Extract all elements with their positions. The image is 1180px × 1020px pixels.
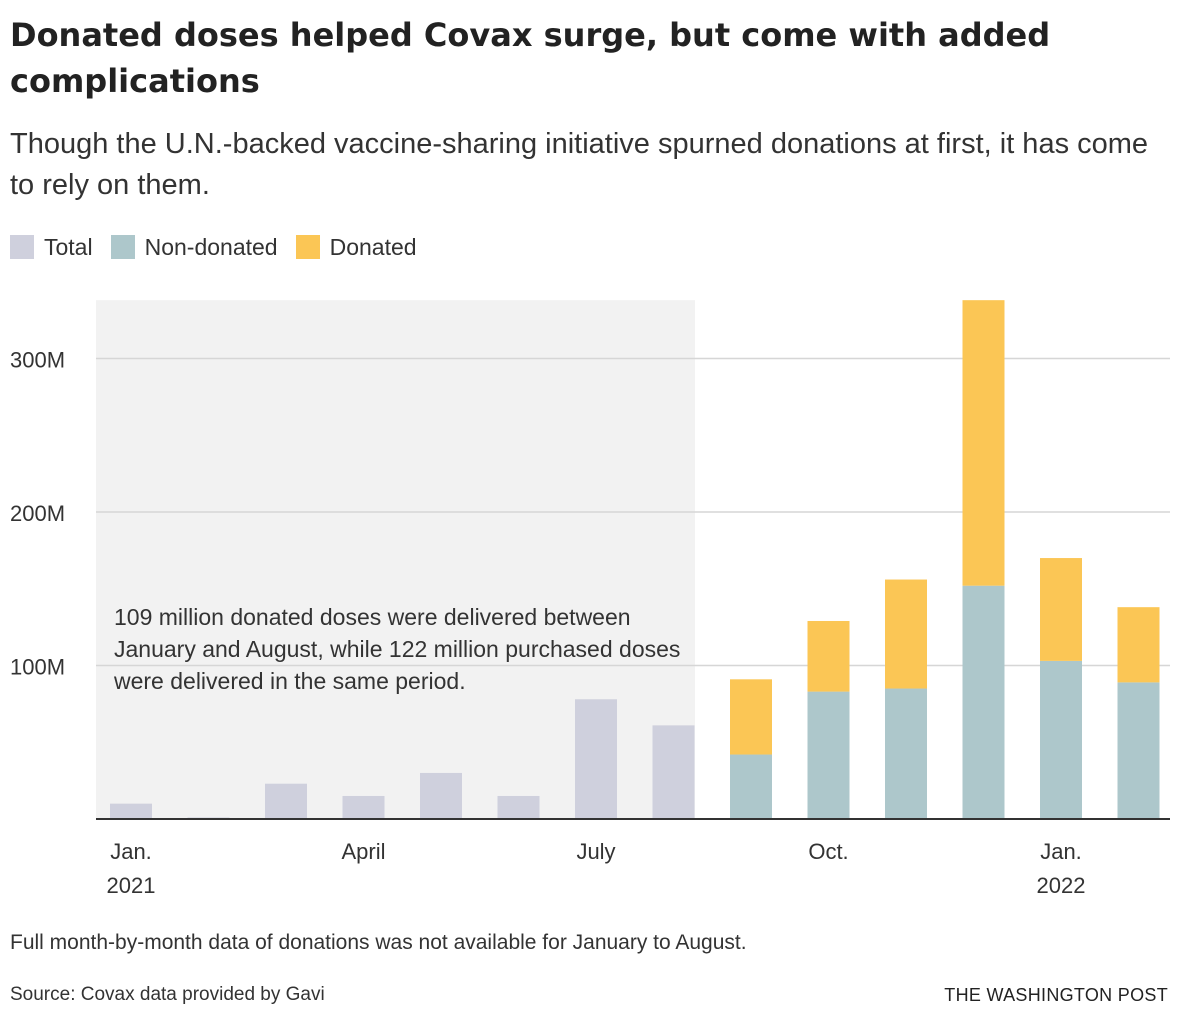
legend-swatch-total	[10, 235, 34, 259]
bar-non-donated	[885, 688, 927, 819]
bar-donated	[730, 679, 772, 755]
chart-subtitle: Though the U.N.-backed vaccine-sharing i…	[10, 128, 1149, 201]
chart-title: Donated doses helped Covax surge, but co…	[10, 16, 1051, 100]
bar-chart: 100M 200M 300M Jan. 2021 April July Oct. Jan. 202…	[10, 300, 1170, 898]
bar-total	[110, 803, 152, 819]
chart-annotation: 109 million donated doses were delivered…	[114, 604, 681, 694]
y-tick-label: 200M	[10, 501, 65, 526]
x-tick-label: Jan.	[110, 839, 152, 864]
legend-label-non-donated: Non-donated	[144, 233, 278, 260]
legend: Total Non-donated Donated	[10, 230, 435, 264]
source-line: Source: Covax data provided by Gavi	[10, 984, 325, 1005]
bar-donated	[962, 300, 1005, 586]
x-tick-label: April	[341, 839, 385, 864]
legend-item-total: Total	[10, 234, 93, 261]
y-tick-label: 100M	[10, 655, 65, 680]
x-tick-year-label: 2022	[1037, 873, 1086, 898]
bar-total	[652, 725, 695, 819]
y-tick-label: 300M	[10, 348, 65, 373]
bar-non-donated	[1117, 682, 1160, 819]
bar-total	[497, 795, 540, 819]
publisher-credit: THE WASHINGTON POST	[944, 985, 1168, 1005]
legend-swatch-non-donated	[110, 235, 135, 259]
x-tick-year-label: 2021	[107, 873, 156, 898]
bar-total	[342, 795, 385, 819]
legend-label-donated: Donated	[329, 233, 417, 260]
footnote: Full month-by-month data of donations wa…	[10, 931, 747, 954]
bar-non-donated	[962, 585, 1005, 819]
bar-donated	[1117, 607, 1160, 683]
legend-item-donated: Donated	[295, 233, 417, 261]
bar-total	[265, 783, 307, 819]
bar-total	[575, 699, 617, 819]
x-tick-label: Jan.	[1040, 839, 1082, 864]
bar-donated	[1040, 558, 1082, 661]
bar-donated	[807, 620, 850, 692]
legend-item-non-donated: Non-donated	[110, 233, 278, 261]
bar-non-donated	[807, 691, 850, 819]
bar-donated	[885, 579, 927, 689]
legend-swatch-donated	[295, 235, 320, 259]
bar-non-donated	[1040, 660, 1082, 819]
bar-non-donated	[730, 754, 772, 819]
x-tick-label: July	[576, 839, 615, 864]
x-tick-label: Oct.	[808, 839, 848, 864]
bar-total	[420, 772, 462, 819]
legend-label-total: Total	[44, 233, 93, 260]
